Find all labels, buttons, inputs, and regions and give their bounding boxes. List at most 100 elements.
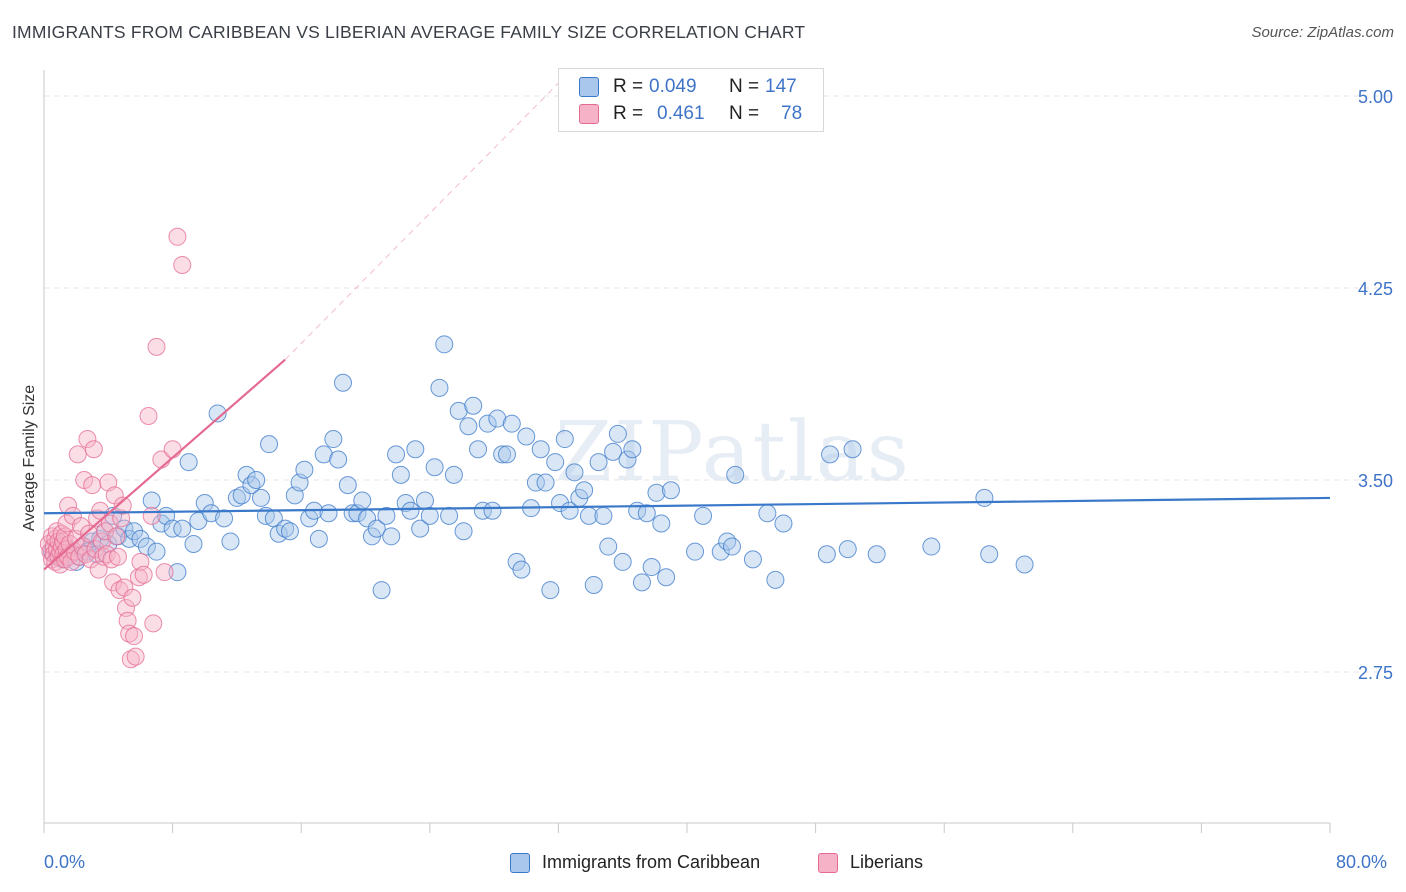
legend-r-value: 0.049 xyxy=(649,76,697,97)
legend-row-caribbean: R = 0.049 N = 147 xyxy=(579,74,797,100)
point-caribbean xyxy=(382,527,401,546)
trend-line-caribbean xyxy=(43,496,1331,515)
point-caribbean xyxy=(774,514,793,533)
point-caribbean xyxy=(401,501,420,520)
point-caribbean xyxy=(353,491,372,510)
point-caribbean xyxy=(179,453,198,472)
point-caribbean xyxy=(613,552,632,571)
point-caribbean xyxy=(430,378,449,397)
point-caribbean xyxy=(333,373,352,392)
source-credit: Source: ZipAtlas.com xyxy=(1251,24,1394,41)
series-caribbean xyxy=(43,335,1034,600)
point-caribbean xyxy=(766,570,785,589)
point-caribbean xyxy=(309,529,328,548)
point-caribbean xyxy=(599,537,618,556)
legend-r-label: R = xyxy=(613,76,644,97)
point-caribbean xyxy=(975,488,994,507)
point-liberians xyxy=(59,496,78,515)
y-tick-label: 2.75 xyxy=(1358,663,1393,683)
point-caribbean xyxy=(758,504,777,523)
point-liberians xyxy=(168,227,187,246)
point-caribbean xyxy=(637,504,656,523)
bottom-legend-liberians: Liberians xyxy=(818,852,923,873)
series-liberians xyxy=(39,227,192,669)
point-caribbean xyxy=(694,506,713,525)
point-caribbean xyxy=(618,450,637,469)
point-caribbean xyxy=(488,409,507,428)
point-caribbean xyxy=(517,427,536,446)
point-caribbean xyxy=(415,491,434,510)
point-caribbean xyxy=(215,509,234,528)
point-liberians xyxy=(155,563,174,582)
point-caribbean xyxy=(922,537,941,556)
point-caribbean xyxy=(589,453,608,472)
point-liberians xyxy=(144,614,163,633)
legend-n-label: N = xyxy=(729,76,760,97)
point-caribbean xyxy=(425,458,444,477)
point-liberians xyxy=(84,440,103,459)
point-caribbean xyxy=(546,453,565,472)
bottom-legend-label-caribbean: Immigrants from Caribbean xyxy=(542,852,761,872)
point-caribbean xyxy=(125,522,144,541)
point-caribbean xyxy=(711,542,730,561)
legend-n-value: 78 xyxy=(781,103,803,124)
bottom-legend-swatch-caribbean xyxy=(510,852,530,873)
point-caribbean xyxy=(227,488,246,507)
point-caribbean xyxy=(536,473,555,492)
point-liberians xyxy=(113,496,132,515)
point-caribbean xyxy=(173,519,192,538)
point-caribbean xyxy=(338,476,357,495)
legend-r-label: R = xyxy=(613,103,644,124)
point-caribbean xyxy=(142,491,161,510)
point-caribbean xyxy=(252,488,271,507)
point-liberians xyxy=(147,337,166,356)
point-caribbean xyxy=(686,542,705,561)
point-caribbean xyxy=(247,471,266,489)
point-liberians xyxy=(129,568,148,587)
bottom-legend-swatch-liberians xyxy=(818,852,838,873)
point-caribbean xyxy=(821,445,840,464)
point-caribbean xyxy=(843,440,862,459)
point-caribbean xyxy=(391,465,410,484)
trend-line-liberians xyxy=(43,358,286,571)
point-liberians xyxy=(123,588,142,607)
point-liberians xyxy=(108,547,127,566)
point-liberians xyxy=(57,514,76,533)
point-caribbean xyxy=(449,401,468,420)
point-liberians xyxy=(97,545,116,564)
point-liberians xyxy=(134,565,153,584)
point-caribbean xyxy=(565,463,584,482)
gridlines xyxy=(44,95,1395,673)
point-liberians xyxy=(139,407,158,425)
point-caribbean xyxy=(184,535,203,553)
point-caribbean xyxy=(531,440,550,459)
legend-swatch-caribbean xyxy=(579,77,599,97)
point-caribbean xyxy=(657,568,676,587)
point-liberians xyxy=(120,624,139,643)
point-caribbean xyxy=(483,501,502,520)
point-caribbean xyxy=(163,519,182,538)
point-caribbean xyxy=(420,506,439,525)
point-caribbean xyxy=(276,519,295,538)
point-caribbean xyxy=(502,414,521,433)
point-caribbean xyxy=(406,440,425,459)
point-caribbean xyxy=(237,465,256,484)
x-axis-max-label: 80.0% xyxy=(1336,852,1388,872)
point-caribbean xyxy=(131,529,150,548)
point-caribbean xyxy=(454,522,473,541)
point-liberians xyxy=(76,545,95,564)
y-tick-label: 3.50 xyxy=(1358,471,1393,491)
point-caribbean xyxy=(367,519,386,538)
point-caribbean xyxy=(723,537,742,556)
y-tick-labels: 2.75 3.50 4.25 5.00 xyxy=(1358,87,1393,683)
point-caribbean xyxy=(661,481,680,500)
point-liberians xyxy=(68,445,87,464)
axes xyxy=(43,70,1330,824)
point-caribbean xyxy=(464,396,483,415)
trend-lines xyxy=(43,82,1331,571)
point-liberians xyxy=(83,476,102,495)
point-caribbean xyxy=(594,506,613,525)
point-caribbean xyxy=(743,550,762,569)
x-axis-min-label: 0.0% xyxy=(44,852,86,872)
legend-swatch-liberians xyxy=(579,104,599,124)
